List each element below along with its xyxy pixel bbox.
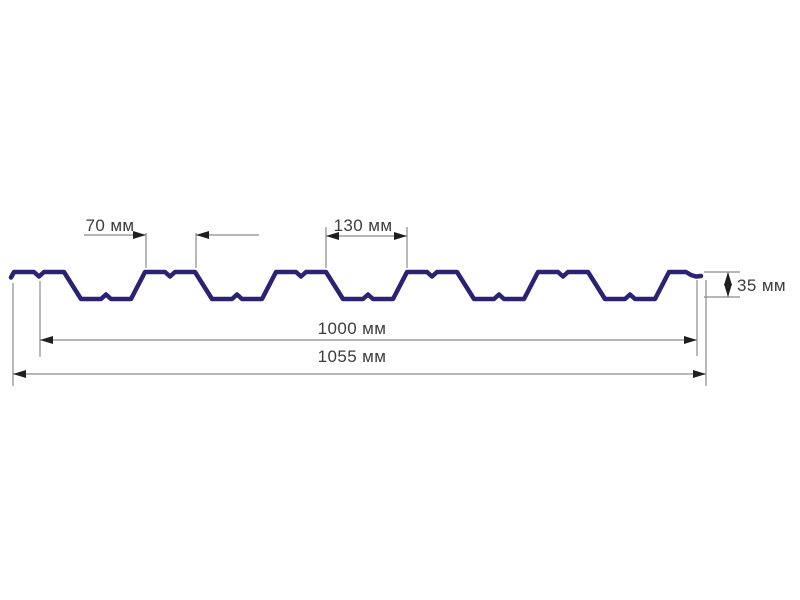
dimension-arrowhead	[40, 336, 53, 344]
dimension-arrowhead	[684, 336, 697, 344]
dimension-arrowhead	[394, 232, 407, 240]
dimension-arrowhead	[326, 232, 339, 240]
dimension-arrowhead	[724, 284, 732, 297]
dim-label-130mm: 130 мм	[334, 216, 393, 235]
dimension-lines-layer	[12, 227, 740, 386]
dim-label-1000mm: 1000 мм	[318, 319, 387, 338]
dimension-arrowhead	[133, 231, 146, 239]
dimension-arrowhead	[13, 370, 26, 378]
dimension-arrowhead	[196, 231, 209, 239]
profile-outline-layer	[8, 269, 704, 302]
dim-label-70mm: 70 мм	[85, 216, 134, 235]
dimension-labels: 70 мм 130 мм 35 мм 1000 мм 1055 мм	[85, 216, 786, 366]
dim-label-1055mm: 1055 мм	[318, 347, 387, 366]
profile-outline-path	[8, 269, 704, 302]
dim-label-35mm: 35 мм	[737, 276, 786, 295]
dimension-arrowhead	[693, 370, 706, 378]
dimension-arrowhead	[724, 272, 732, 285]
